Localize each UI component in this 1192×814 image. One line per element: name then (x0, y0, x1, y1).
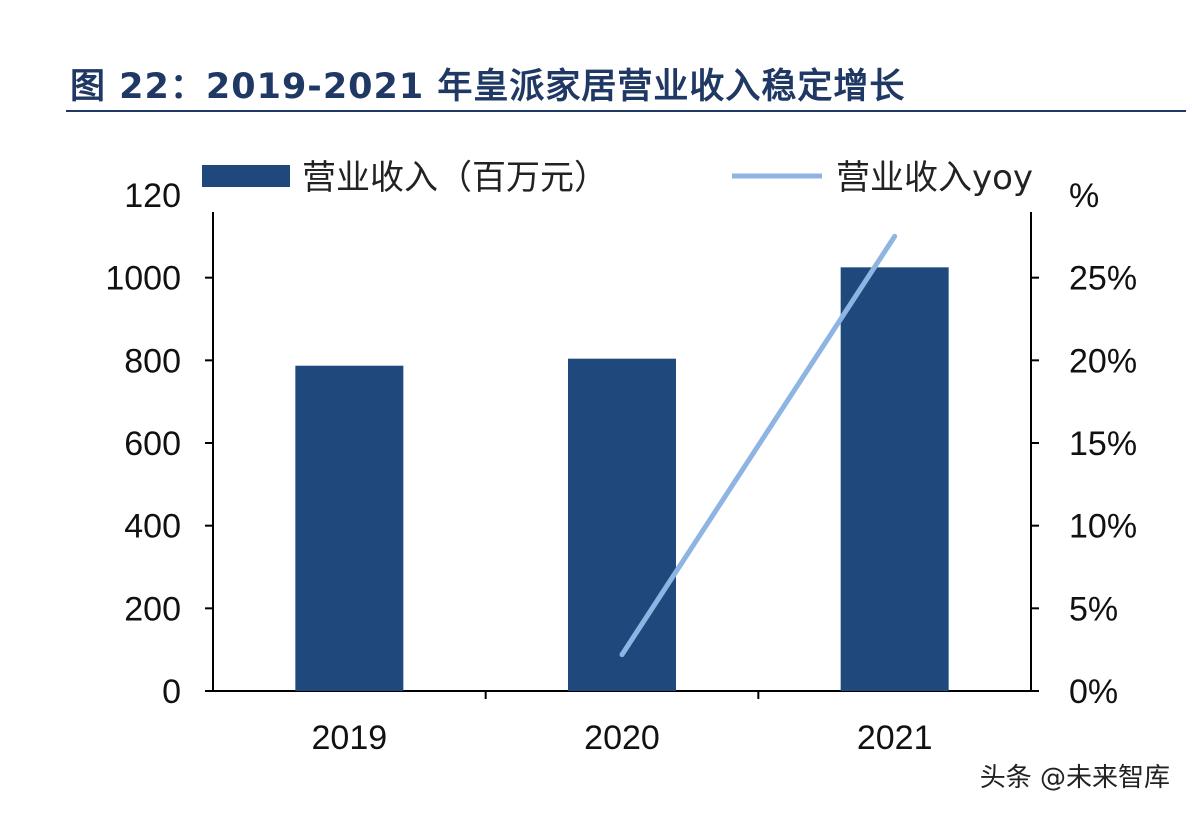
bars (295, 267, 949, 691)
watermark: 头条 @未来智库 (979, 763, 1170, 793)
left-tick-label: 400 (124, 508, 181, 546)
left-tick-label: 120 (124, 177, 181, 215)
x-tick-label: 2020 (584, 719, 660, 757)
right-tick-label: 15% (1069, 425, 1137, 463)
left-tick-label: 200 (124, 590, 181, 628)
legend: 营业收入（百万元） 营业收入yoy (202, 158, 1033, 198)
left-tick-label: 0 (162, 673, 181, 711)
legend-bar-swatch (202, 165, 290, 187)
right-tick-label: 0% (1069, 673, 1118, 711)
yoy-line (619, 233, 898, 658)
revenue-bar (840, 267, 949, 691)
yoy-line-series (619, 233, 898, 658)
right-tick-label: 20% (1069, 342, 1137, 380)
legend-line-label: 营业收入yoy (836, 158, 1033, 198)
x-tick-label: 2019 (312, 719, 388, 757)
revenue-bar (568, 358, 676, 691)
left-tick-label: 800 (124, 342, 181, 380)
right-tick-label: 5% (1069, 590, 1118, 628)
left-tick-label: 600 (124, 425, 181, 463)
right-tick-label: 25% (1069, 260, 1137, 298)
chart-title: 图 22：2019-2021 年皇派家居营业收入稳定增长 (70, 67, 906, 107)
revenue-bar (295, 365, 404, 691)
right-tick-label: 10% (1069, 508, 1137, 546)
legend-bar-label: 营业收入（百万元） (302, 158, 608, 198)
left-tick-label: 1000 (105, 260, 181, 298)
right-tick-label: % (1069, 177, 1099, 215)
axes: 0 200 400 600 800 1000 120 0% 5% 10% 15% 20% 25%% 201… (105, 177, 1137, 757)
title-divider (66, 110, 1186, 112)
x-tick-label: 2021 (857, 719, 933, 757)
